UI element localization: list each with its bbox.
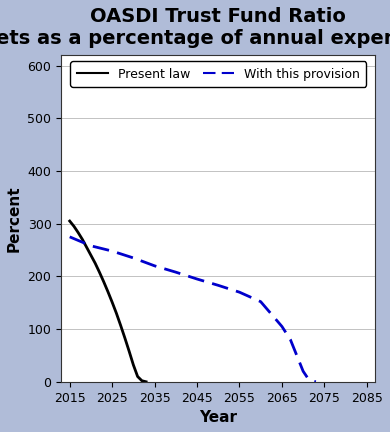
Y-axis label: Percent: Percent [7, 185, 22, 252]
Title: OASDI Trust Fund Ratio
(assets as a percentage of annual expenditures): OASDI Trust Fund Ratio (assets as a perc… [0, 7, 390, 48]
Legend: Present law, With this provision: Present law, With this provision [70, 61, 366, 87]
X-axis label: Year: Year [199, 410, 237, 425]
